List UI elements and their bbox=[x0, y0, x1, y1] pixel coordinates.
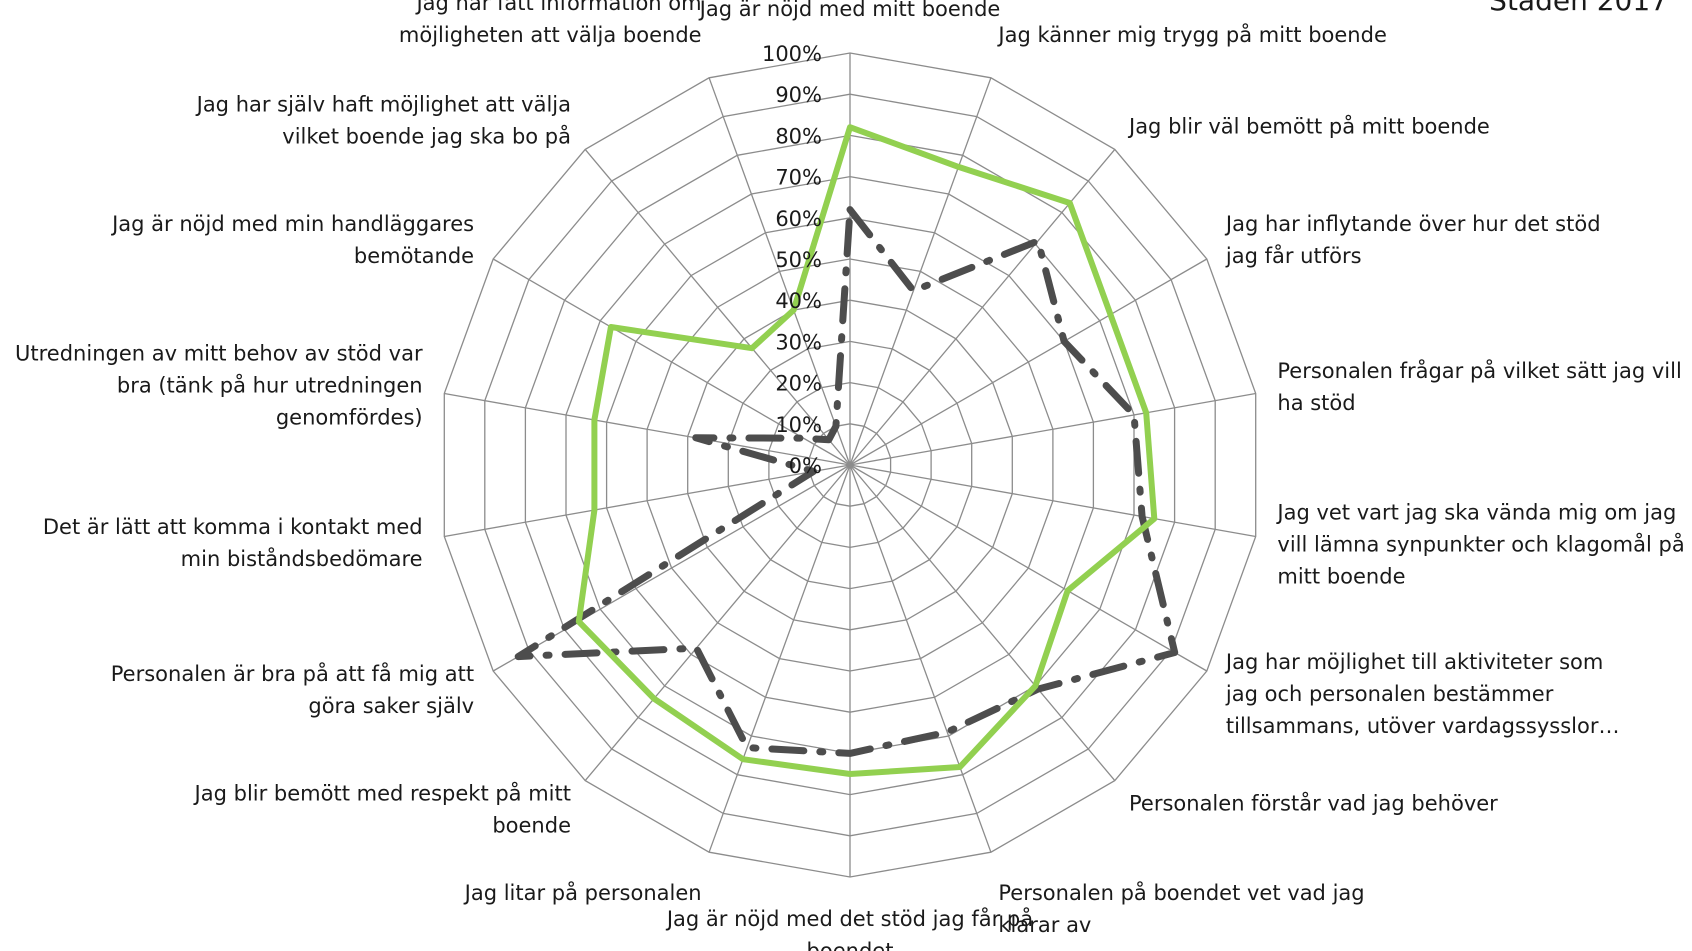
category-label: Jag har möjlighet till aktiviteter som ja… bbox=[1224, 650, 1620, 738]
grid-spoke bbox=[492, 258, 851, 466]
tick-label: 90% bbox=[775, 83, 822, 107]
grid-spoke bbox=[584, 148, 851, 466]
grid-spoke bbox=[708, 77, 851, 466]
radar-series bbox=[514, 124, 1179, 777]
category-label: Personalen på boendet vet vad jag klarar … bbox=[998, 880, 1364, 937]
tick-label: 20% bbox=[775, 372, 822, 396]
grid-spoke bbox=[708, 464, 851, 853]
tick-label: 100% bbox=[762, 42, 822, 66]
grid-spoke bbox=[849, 464, 1256, 538]
grid-spoke bbox=[849, 464, 1208, 672]
grid-spoke bbox=[849, 464, 1116, 782]
grid-spoke bbox=[444, 464, 851, 538]
category-label: Jag är nöjd med min handläggares bemötand… bbox=[110, 212, 474, 268]
corner-title: Staden 2017 bbox=[1489, 0, 1668, 17]
category-label: Jag har inflytande över hur det stöd jag … bbox=[1224, 212, 1601, 268]
series-line-solid bbox=[575, 124, 1158, 777]
category-label: Jag har själv haft möjlighet att välja vi… bbox=[195, 92, 571, 148]
tick-label: 70% bbox=[775, 166, 822, 190]
tick-label: 80% bbox=[775, 124, 822, 148]
grid-spoke bbox=[849, 464, 992, 853]
category-label: Det är lätt att komma i kontakt med min b… bbox=[43, 515, 423, 571]
tick-label: 0% bbox=[789, 454, 822, 478]
category-label: Jag känner mig trygg på mitt boende bbox=[996, 22, 1386, 47]
tick-label: 10% bbox=[775, 413, 822, 437]
radial-tick-labels: 0% 10% 20% 30% 40% 50% 60% 70% 80% 90% 100% bbox=[762, 42, 822, 478]
category-label: Jag vet vart jag ska vända mig om jag vil… bbox=[1275, 501, 1684, 589]
category-label: Jag är nöjd med det stöd jag får på boend… bbox=[665, 906, 1033, 951]
tick-label: 50% bbox=[775, 248, 822, 272]
grid-spoke bbox=[584, 464, 851, 782]
category-label: Personalen förstår vad jag behöver bbox=[1129, 791, 1498, 816]
category-label: Jag blir bemött med respekt på mitt boend… bbox=[193, 781, 571, 838]
category-label: Personalen frågar på vilket sätt jag vil… bbox=[1277, 358, 1681, 415]
category-label: Personalen är bra på att få mig att göra … bbox=[111, 661, 474, 718]
grid-spoke bbox=[849, 77, 992, 466]
category-label: Jag är nöjd med mitt boende bbox=[698, 0, 1001, 21]
category-label: Utredningen av mitt behov av stöd var bra… bbox=[15, 342, 423, 430]
tick-label: 40% bbox=[775, 289, 822, 313]
category-label: Jag litar på personalen bbox=[463, 880, 702, 905]
grid-spoke bbox=[849, 392, 1256, 466]
tick-label: 30% bbox=[775, 330, 822, 354]
grid-spoke bbox=[849, 258, 1208, 466]
category-label: Jag har fått information om möjligheten a… bbox=[399, 0, 702, 47]
category-label: Jag blir väl bemött på mitt boende bbox=[1127, 113, 1490, 138]
grid-spoke bbox=[444, 392, 851, 466]
series-line-dashdot bbox=[514, 206, 1179, 757]
tick-label: 60% bbox=[775, 207, 822, 231]
